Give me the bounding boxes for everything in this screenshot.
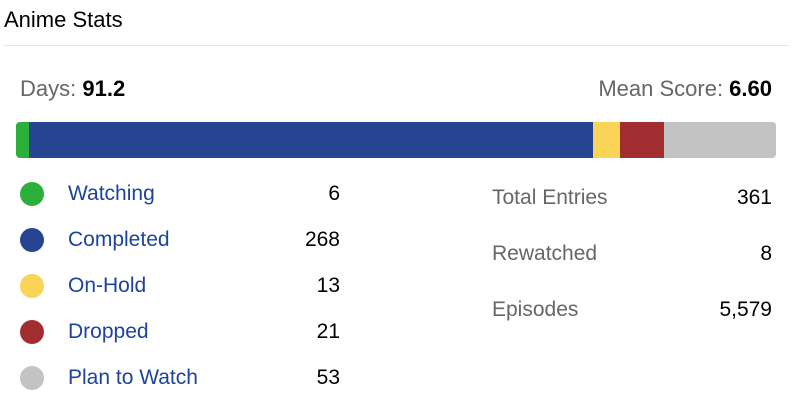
dropped-dot-icon bbox=[20, 320, 44, 344]
rewatched-label: Rewatched bbox=[492, 242, 598, 265]
bar-segment-dropped bbox=[620, 122, 665, 158]
title-divider bbox=[4, 45, 789, 46]
status-row-watching: Watching 6 bbox=[18, 176, 348, 222]
on-hold-dot-icon bbox=[20, 274, 44, 298]
completed-count: 268 bbox=[304, 228, 340, 251]
watching-dot-icon bbox=[20, 182, 44, 206]
watching-link[interactable]: Watching bbox=[68, 182, 155, 205]
total-entries-row: Total Entries 361 bbox=[492, 180, 774, 236]
section-title: Anime Stats bbox=[4, 7, 123, 32]
status-row-plan-to-watch: Plan to Watch 53 bbox=[18, 360, 348, 406]
days-label: Days: bbox=[20, 76, 83, 101]
plan-to-watch-dot-icon bbox=[20, 366, 44, 390]
dropped-link[interactable]: Dropped bbox=[68, 320, 149, 343]
on-hold-link[interactable]: On-Hold bbox=[68, 274, 147, 297]
bar-segment-on-hold bbox=[592, 122, 621, 158]
completed-dot-icon bbox=[20, 228, 44, 252]
status-list: Watching 6 Completed 268 On-Hold 13 Drop… bbox=[18, 176, 348, 406]
bar-segment-plan-to-watch bbox=[664, 122, 776, 158]
episodes-label: Episodes bbox=[492, 298, 579, 321]
dropped-count: 21 bbox=[316, 320, 340, 343]
plan-to-watch-count: 53 bbox=[316, 366, 340, 389]
totals-panel: Total Entries 361 Rewatched 8 Episodes 5… bbox=[492, 180, 774, 348]
watching-count: 6 bbox=[328, 182, 340, 205]
bar-segment-completed bbox=[28, 122, 593, 158]
rewatched-row: Rewatched 8 bbox=[492, 236, 774, 292]
total-entries-label: Total Entries bbox=[492, 186, 608, 209]
plan-to-watch-link[interactable]: Plan to Watch bbox=[68, 366, 198, 389]
total-entries-value: 361 bbox=[736, 186, 772, 209]
bar-segment-watching bbox=[16, 122, 29, 158]
on-hold-count: 13 bbox=[316, 274, 340, 297]
status-row-completed: Completed 268 bbox=[18, 222, 348, 268]
status-row-dropped: Dropped 21 bbox=[18, 314, 348, 360]
status-distribution-bar bbox=[16, 122, 776, 158]
mean-score-stat: Mean Score: 6.60 bbox=[598, 76, 772, 102]
episodes-value: 5,579 bbox=[719, 298, 772, 321]
days-stat: Days: 91.2 bbox=[20, 76, 125, 102]
mean-score-label: Mean Score: bbox=[598, 76, 730, 101]
days-value: 91.2 bbox=[82, 76, 126, 101]
mean-score-value: 6.60 bbox=[729, 76, 772, 101]
completed-link[interactable]: Completed bbox=[68, 228, 170, 251]
episodes-row: Episodes 5,579 bbox=[492, 292, 774, 348]
rewatched-value: 8 bbox=[760, 242, 772, 265]
status-row-on-hold: On-Hold 13 bbox=[18, 268, 348, 314]
